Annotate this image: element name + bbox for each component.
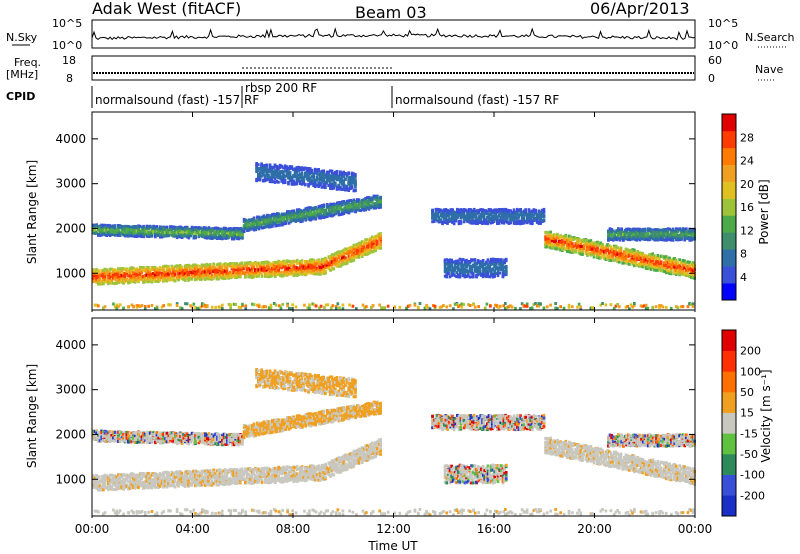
power-cell xyxy=(244,275,247,278)
freq-tick-high: 18 xyxy=(62,54,76,67)
power-cell xyxy=(191,278,194,281)
power-cell xyxy=(265,164,268,167)
power-cell xyxy=(351,186,354,189)
station-title: Adak West (fitACF) xyxy=(92,0,241,18)
freq-frame xyxy=(92,56,695,80)
nsky-panel: N.Sky 10^5 10^0 10^5 10^0 N.Search xyxy=(6,17,795,52)
power-cells xyxy=(92,162,696,310)
power-cell xyxy=(376,241,379,244)
power-cell xyxy=(353,259,356,262)
power-cell xyxy=(284,222,287,225)
power-cell xyxy=(324,186,327,189)
power-cell xyxy=(166,226,169,229)
power-cell xyxy=(209,263,212,266)
power-cell xyxy=(549,231,552,234)
power-cell xyxy=(124,275,127,278)
nsky-tick-low: 10^0 xyxy=(52,39,82,52)
power-cell xyxy=(354,176,357,179)
power-cell xyxy=(304,183,307,186)
power-cell xyxy=(354,179,357,182)
power-cell xyxy=(147,266,150,269)
power-cell xyxy=(287,182,290,185)
power-cell xyxy=(314,218,317,221)
power-cell xyxy=(241,262,244,265)
nsearch-tick-low: 10^0 xyxy=(708,39,738,52)
power-cell xyxy=(194,235,197,238)
power-cell xyxy=(221,266,224,269)
beam-title: Beam 03 xyxy=(355,3,427,22)
power-cell xyxy=(379,200,382,203)
nave-label: Nave xyxy=(755,63,783,76)
power-cell xyxy=(379,247,382,250)
power-cell xyxy=(211,273,214,276)
nsky-label: N.Sky xyxy=(6,31,38,44)
power-cell xyxy=(333,267,336,270)
power-cell xyxy=(181,266,184,269)
cpid-segment-1: normalsound (fast) -157 RF xyxy=(95,93,259,107)
cpid-strip: CPID normalsound (fast) -157 RF rbsp 200… xyxy=(6,81,559,108)
freq-panel: Freq. [MHz] 18 8 60 0 Nave xyxy=(6,54,783,85)
freq-tick-low: 8 xyxy=(66,72,73,85)
power-cell xyxy=(354,183,357,186)
power-cell xyxy=(354,173,357,176)
power-cell xyxy=(241,237,244,240)
power-cell xyxy=(379,244,382,247)
power-cell xyxy=(302,179,305,182)
power-cell xyxy=(277,269,280,272)
power-cell xyxy=(301,174,304,177)
cpid-segment-3: normalsound (fast) -157 RF xyxy=(395,93,559,107)
power-cell xyxy=(354,189,357,192)
power-cell xyxy=(323,204,326,207)
power-cell xyxy=(358,255,361,258)
nsearch-label: N.Search xyxy=(745,31,795,44)
power-cell xyxy=(344,178,347,181)
power-cell xyxy=(331,170,334,173)
date-title: 06/Apr/2013 xyxy=(590,0,690,18)
power-cell xyxy=(324,270,327,273)
rti-figure: Adak West (fitACF) Beam 03 06/Apr/2013 N… xyxy=(0,0,800,554)
power-cell xyxy=(140,271,143,274)
power-cell xyxy=(284,179,287,182)
power-cell xyxy=(347,172,350,175)
cpid-label: CPID xyxy=(6,90,35,103)
freq-unit: [MHz] xyxy=(6,68,38,81)
power-cell xyxy=(379,196,382,199)
power-cell xyxy=(379,237,382,240)
nsky-tick-high: 10^5 xyxy=(52,17,82,30)
power-cell xyxy=(271,225,274,228)
nave-tick-low: 0 xyxy=(708,72,715,85)
power-cell xyxy=(261,275,264,278)
power-cell xyxy=(317,168,320,171)
power-cell xyxy=(277,181,280,184)
cpid-segment-2: rbsp 200 RF xyxy=(245,81,317,95)
power-cell xyxy=(379,204,382,207)
power-cell xyxy=(289,171,292,174)
nsearch-tick-high: 10^5 xyxy=(708,17,738,30)
nave-tick-high: 60 xyxy=(708,54,722,67)
power-cell xyxy=(301,261,304,264)
power-cell xyxy=(257,163,260,166)
power-cell xyxy=(336,170,339,173)
nsky-trace xyxy=(92,29,695,40)
power-cell xyxy=(114,225,117,228)
